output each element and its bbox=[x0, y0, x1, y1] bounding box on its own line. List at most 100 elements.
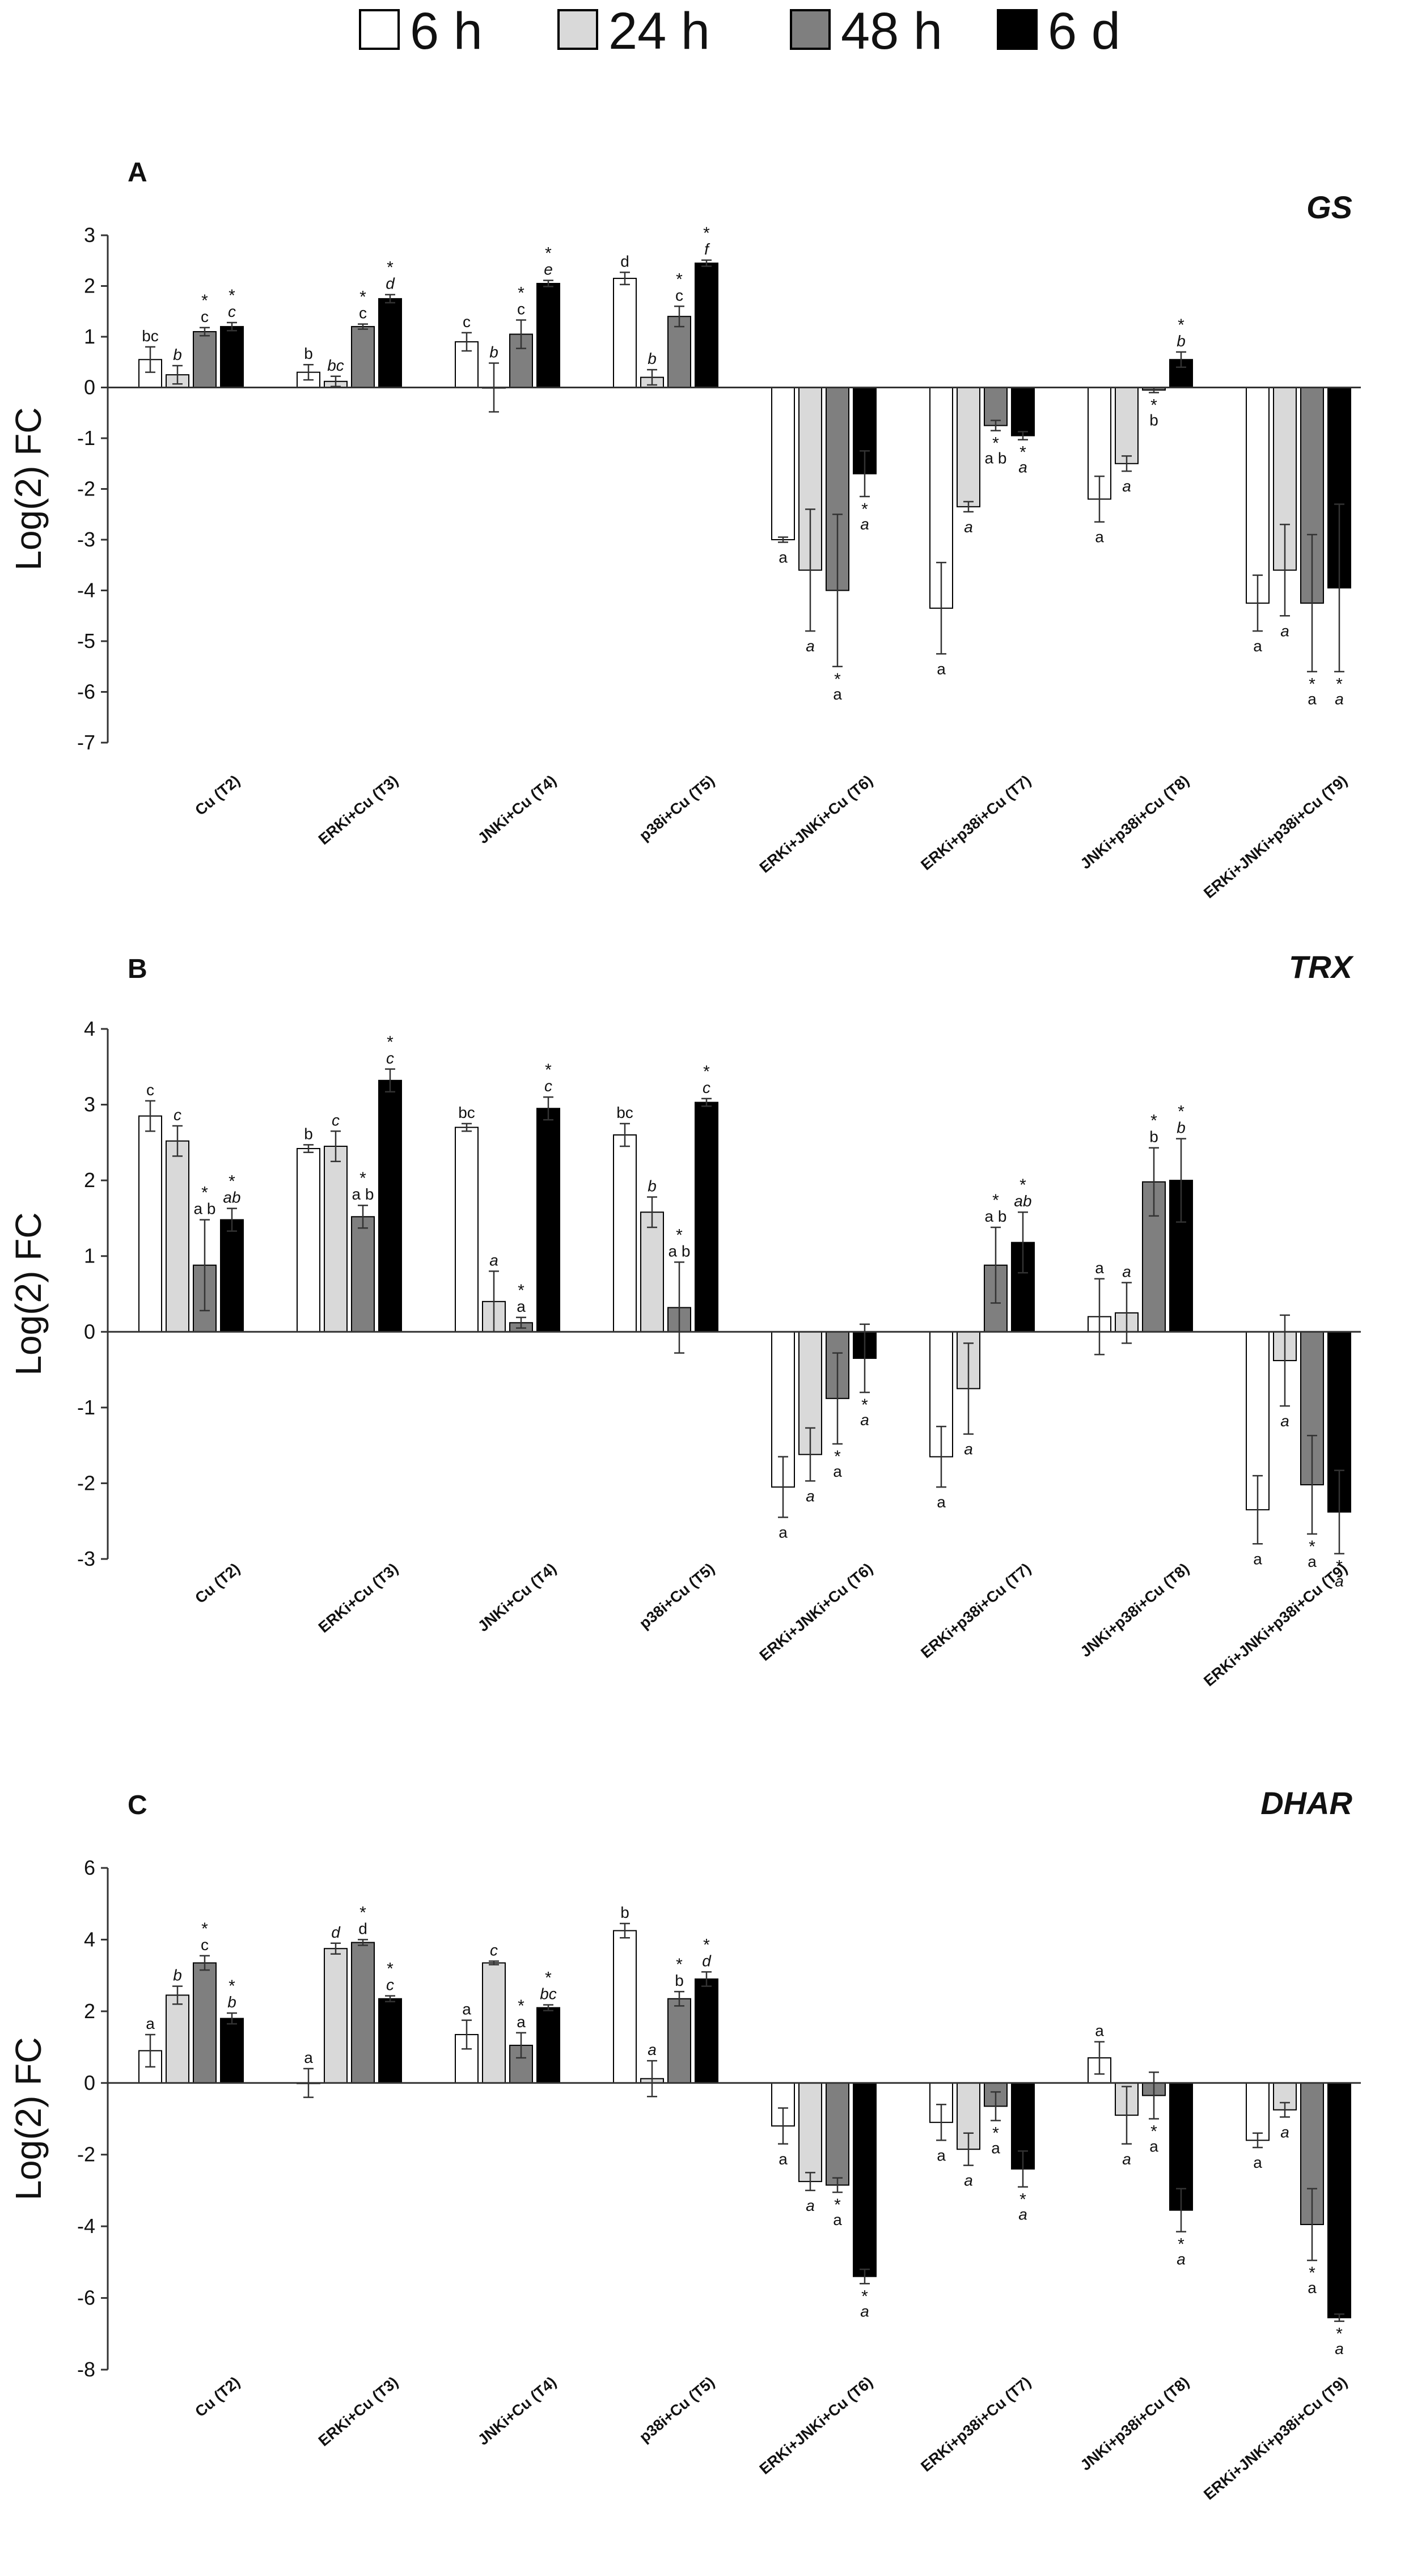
panel-a-category-label: Cu (T2) bbox=[192, 772, 243, 819]
panel-c-bar-erki-jnki-p38i-cu-t9-6-h bbox=[1246, 2082, 1270, 2141]
panel-c-category-label: ERKi+JNKi+Cu (T6) bbox=[756, 2374, 876, 2478]
panel-a-bar-erki-jnki-p38i-cu-t9-6-h bbox=[1246, 387, 1270, 604]
letters: a bbox=[779, 2150, 788, 2168]
panel-a-significance-label: b bbox=[489, 344, 498, 361]
panel-b-significance-label: *a bbox=[860, 1396, 869, 1429]
panel-a-significance-label: c* bbox=[517, 283, 525, 317]
panel-a-significance-label: *a bbox=[1018, 443, 1027, 476]
letters: b bbox=[1149, 1128, 1158, 1146]
panel-b-bar-p38i-cu-t5-6-h bbox=[613, 1134, 637, 1333]
panel-a-error-bar bbox=[172, 365, 183, 385]
letters: a bbox=[1018, 2206, 1027, 2223]
panel-b-title: TRX bbox=[1289, 949, 1355, 985]
star: * bbox=[545, 1968, 552, 1987]
letters: c bbox=[201, 308, 209, 325]
letters: a bbox=[146, 2015, 155, 2032]
panel-c-significance-label: a bbox=[964, 2172, 973, 2189]
panel-c-error-bar bbox=[145, 2033, 155, 2068]
panel-b-category-label: JNKi+Cu (T4) bbox=[475, 1560, 560, 1635]
letters: bc bbox=[142, 327, 159, 345]
panel-a-error-bar bbox=[647, 368, 657, 386]
letters: c bbox=[201, 1936, 209, 1954]
star: * bbox=[1336, 2325, 1343, 2344]
panel-c-bar-erki-jnki-cu-t6-6-d bbox=[853, 2082, 877, 2277]
panel-a-significance-label: a bbox=[806, 637, 815, 655]
letters: b bbox=[489, 344, 498, 361]
letters: a bbox=[1308, 690, 1317, 708]
panel-a-significance-label: *a b bbox=[985, 434, 1007, 467]
panel-a-y-tick-label: -2 bbox=[77, 477, 95, 501]
panel-b-bar-erki-cu-t3-24-h bbox=[324, 1146, 348, 1333]
panel-a-error-bar bbox=[620, 272, 630, 286]
panel-a-error-bar bbox=[1307, 533, 1317, 672]
panel-c-significance-label: bc* bbox=[540, 1968, 557, 2002]
star: * bbox=[703, 1935, 710, 1954]
letters: bc bbox=[327, 357, 344, 374]
panel-a-y-tick-label: -7 bbox=[77, 731, 95, 754]
letters: a bbox=[1018, 459, 1027, 476]
panel-a-y-tick-label: -4 bbox=[77, 579, 95, 602]
panel-b-error-bar bbox=[674, 1261, 684, 1354]
panel-c-significance-label: b* bbox=[227, 1977, 236, 2011]
panel-c-bar-p38i-cu-t5-6-d bbox=[695, 1978, 718, 2084]
panel-b-error-bar bbox=[620, 1122, 630, 1147]
panel-b-error-bar bbox=[303, 1144, 314, 1153]
panel-a-y-tick-label: -1 bbox=[77, 426, 95, 450]
panel-a-error-bar bbox=[385, 294, 395, 304]
panel-c-significance-label: b* bbox=[675, 1955, 684, 1989]
letters: d bbox=[358, 1920, 367, 1937]
panel-a-significance-label: *b bbox=[1149, 396, 1158, 429]
panel-b-significance-label: c bbox=[332, 1111, 340, 1129]
star: * bbox=[359, 1169, 366, 1188]
star: * bbox=[387, 1033, 394, 1052]
letters: a b bbox=[194, 1200, 216, 1218]
panel-b-significance-label: bc bbox=[616, 1104, 633, 1121]
star: * bbox=[518, 1281, 524, 1300]
panel-b-significance-label: a bbox=[1253, 1550, 1262, 1567]
panel-c-error-bar bbox=[516, 2032, 526, 2059]
panel-c-y-axis-label: Log(2) FC bbox=[8, 2037, 49, 2200]
letters: a bbox=[937, 1493, 946, 1511]
panel-c-bar-jnki-cu-t4-24-h bbox=[482, 1962, 506, 2084]
star: * bbox=[1178, 2235, 1184, 2254]
letters: a bbox=[860, 2302, 869, 2320]
letters: bc bbox=[616, 1104, 633, 1121]
panel-b-significance-label: a b* bbox=[985, 1191, 1007, 1225]
panel-c-category-label: JNKi+Cu (T4) bbox=[475, 2374, 560, 2448]
panel-c-significance-label: b bbox=[620, 1904, 629, 1921]
panel-c-y-tick-label: -8 bbox=[77, 2358, 95, 2381]
letters: b bbox=[620, 1904, 629, 1921]
panel-b-error-bar bbox=[543, 1096, 553, 1121]
panel-c-significance-label: *a bbox=[1149, 2122, 1158, 2155]
panel-b-significance-label: c* bbox=[386, 1033, 394, 1067]
legend-label-48-h: 48 h bbox=[841, 2, 942, 60]
letters: c bbox=[703, 1079, 710, 1096]
panel-b-significance-label: c bbox=[174, 1106, 181, 1124]
letters: b bbox=[304, 345, 313, 362]
panel-a-bar-cu-t2-48-h bbox=[193, 331, 217, 388]
panel-b-significance-label: b* bbox=[1149, 1112, 1158, 1146]
letters: b bbox=[304, 1125, 313, 1142]
star: * bbox=[834, 1447, 841, 1466]
panel-a-bar-erki-jnki-cu-t6-48-h bbox=[826, 387, 849, 591]
panel-c-significance-label: a bbox=[462, 2001, 471, 2018]
panel-c-error-bar bbox=[832, 2177, 843, 2193]
panel-b-letter: B bbox=[128, 954, 147, 984]
panel-b-error-bar bbox=[1094, 1278, 1105, 1355]
panel-c-y-tick-label: -4 bbox=[77, 2214, 95, 2238]
panel-a-error-bar bbox=[778, 536, 788, 543]
letters: c bbox=[146, 1081, 154, 1099]
panel-c-significance-label: a bbox=[1280, 2123, 1289, 2141]
panel-c-category-label: ERKi+p38i+Cu (T7) bbox=[917, 2374, 1034, 2475]
panel-b-significance-label: a b* bbox=[352, 1169, 374, 1203]
panel-b-error-bar bbox=[227, 1208, 237, 1232]
panel-c-error-bar bbox=[1280, 2102, 1290, 2118]
panel-a-significance-label: *a bbox=[1308, 675, 1317, 708]
panel-b-significance-label: a bbox=[937, 1493, 946, 1511]
star: * bbox=[992, 2124, 999, 2143]
panel-b-bar-jnki-cu-t4-6-h bbox=[455, 1126, 479, 1333]
panel-c-category-label: ERKi+Cu (T3) bbox=[315, 2374, 401, 2450]
star: * bbox=[834, 2196, 841, 2214]
letters: a bbox=[1122, 2150, 1131, 2168]
panel-a-y-tick-label: 3 bbox=[84, 223, 95, 247]
